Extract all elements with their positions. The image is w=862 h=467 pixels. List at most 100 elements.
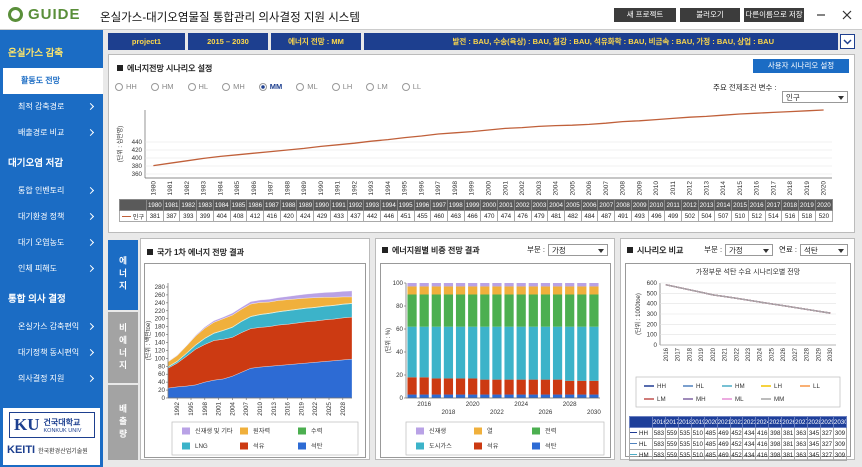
filters: 부문 : 가정 연료 : 석탄 <box>698 244 848 256</box>
panel-title: 시나리오 비교 <box>625 245 683 256</box>
open-button[interactable]: 불러오기 <box>680 8 740 22</box>
period-cell: 2015 – 2030 <box>188 33 268 50</box>
value-cell: 327 <box>819 438 834 450</box>
value-cell: 481 <box>547 210 565 222</box>
radio-label: HH <box>126 82 137 91</box>
variable-select[interactable]: 인구 <box>782 91 848 103</box>
value-cell: 510 <box>731 210 749 222</box>
value-cell: 416 <box>755 438 770 450</box>
side-tab[interactable]: 배출량 <box>108 385 138 460</box>
menu-section-title: 온실가스 감축 <box>8 48 64 59</box>
ku-logo: KU 건국대학교 KONKUK UNIV <box>9 412 95 438</box>
panel-title: 에너지전망 시나리오 설정 <box>115 63 860 74</box>
scenario-radio[interactable]: HH <box>115 82 137 91</box>
keiti-name: 한국환경산업기술원 <box>38 448 88 455</box>
year-cell: 2030 <box>832 416 848 428</box>
year-cell: 2020 <box>703 416 718 428</box>
logo: GUIDE <box>8 6 81 23</box>
scenario-radio[interactable]: LH <box>331 82 352 91</box>
side-tab[interactable]: 비에너지 <box>108 312 138 383</box>
scenario-radio[interactable]: LM <box>366 82 388 91</box>
value-cell: 416 <box>755 427 770 439</box>
year-cell: 1990 <box>313 199 331 211</box>
menu-item[interactable]: 통합 인벤토리 <box>0 178 103 204</box>
filter-select[interactable]: 가정 <box>725 244 774 256</box>
scenario-radio[interactable]: MM <box>258 82 282 91</box>
scenario-compare-panel: 시나리오 비교 부문 : 가정 연료 : 석탄 2016 2017 2018 2019 2020… <box>620 238 855 461</box>
value-cell: 559 <box>664 438 679 450</box>
menu-item[interactable]: 대기환경 정책 <box>0 204 103 230</box>
value-cell: 463 <box>446 210 465 222</box>
value-cell: 442 <box>363 210 382 222</box>
scenario-radio[interactable]: ML <box>296 82 318 91</box>
year-cell: 1989 <box>296 199 315 211</box>
year-cell: 2002 <box>513 199 532 211</box>
ku-mark: KU <box>14 415 40 434</box>
chart-frame <box>144 263 366 458</box>
year-cell: 2006 <box>580 199 599 211</box>
menu-item[interactable]: 의사결정 지원 <box>0 366 103 392</box>
value-cell: 381 <box>146 210 164 222</box>
year-cell: 2009 <box>630 199 649 211</box>
window-controls[interactable] <box>815 8 855 22</box>
value-cell: 327 <box>819 449 834 461</box>
side-tab[interactable]: 에너지 <box>108 240 138 310</box>
radio-circle <box>296 82 305 91</box>
value-cell: 469 <box>716 449 731 461</box>
year-cell: 2015 <box>731 199 749 211</box>
keiti-logo: KEITI 한국환경산업기술원 <box>7 444 88 456</box>
filter-select[interactable]: 석탄 <box>800 244 848 256</box>
year-cell: 1981 <box>162 199 181 211</box>
menu-item[interactable]: 최적 감축경로 <box>0 94 103 120</box>
value-cell: 408 <box>229 210 248 222</box>
value-row: HH 583 559 535 510 485 469 452 434 416 398 381 363 34… <box>629 427 848 439</box>
year-cell: 1984 <box>212 199 231 211</box>
value-cell: 535 <box>677 427 692 439</box>
menu-item[interactable]: 인체 피해도 <box>0 256 103 282</box>
new-project-button[interactable]: 새 프로젝트 <box>614 8 676 22</box>
population-table: 1980 1981 1982 1983 1984 1985 1986 1987 1988 1989… <box>119 199 834 222</box>
menu-item[interactable]: 대기정책 동시편익 <box>0 340 103 366</box>
save-as-button[interactable]: 다른이름으로 저장 <box>744 8 804 22</box>
radio-circle <box>366 82 375 91</box>
ku-name: 건국대학교 <box>43 417 81 427</box>
scenario-radio[interactable]: MH <box>222 82 245 91</box>
year-cell: 1983 <box>196 199 214 211</box>
year-cell: 2000 <box>480 199 499 211</box>
app-title: 온실가스-대기오염물질 통합관리 의사결정 지원 시스템 <box>100 12 360 24</box>
value-cell: 433 <box>329 210 348 222</box>
value-cell: 381 <box>781 438 796 450</box>
corner-cell <box>629 416 653 428</box>
scenario-radio[interactable]: LL <box>401 82 421 91</box>
year-cell: 2016 <box>747 199 766 211</box>
year-cell: 2020 <box>814 199 834 211</box>
value-cell: 514 <box>764 210 783 222</box>
value-cell: 484 <box>580 210 599 222</box>
value-cell: 452 <box>729 427 744 439</box>
filter-label: 부문 : <box>704 245 723 255</box>
variable-label: 주요 전제조건 변수 : <box>713 83 777 92</box>
menu-item[interactable]: 온실가스 감축편익 <box>0 314 103 340</box>
menu-item[interactable]: 대기 오염농도 <box>0 230 103 256</box>
value-cell: 583 <box>652 427 666 439</box>
year-cell: 2013 <box>697 199 716 211</box>
info-expand[interactable] <box>840 34 855 49</box>
menu-item[interactable]: 배출경로 비교 <box>0 120 103 146</box>
value-cell: 469 <box>716 427 731 439</box>
value-cell: 424 <box>296 210 315 222</box>
value-cell: 479 <box>530 210 549 222</box>
value-cell: 470 <box>480 210 499 222</box>
logo-text: GUIDE <box>28 6 81 23</box>
title-bar: GUIDE 온실가스-대기오염물질 통합관리 의사결정 지원 시스템 새 프로젝… <box>0 0 862 30</box>
menu-item[interactable]: 활동도 전망 <box>3 68 103 94</box>
custom-scenario-button[interactable]: 사용자 시나리오 설정 <box>753 59 849 73</box>
value-row: HM 583 559 535 510 485 469 452 434 416 398 381 363 34… <box>629 449 848 461</box>
scenario-radio[interactable]: HM <box>150 82 174 91</box>
value-cell: 485 <box>703 438 718 450</box>
value-cell: 476 <box>513 210 532 222</box>
year-cell: 2029 <box>819 416 834 428</box>
filter-select[interactable]: 가정 <box>548 244 608 256</box>
value-cell: 487 <box>597 210 616 222</box>
value-cell: 535 <box>677 449 692 461</box>
scenario-radio[interactable]: HL <box>187 82 208 91</box>
